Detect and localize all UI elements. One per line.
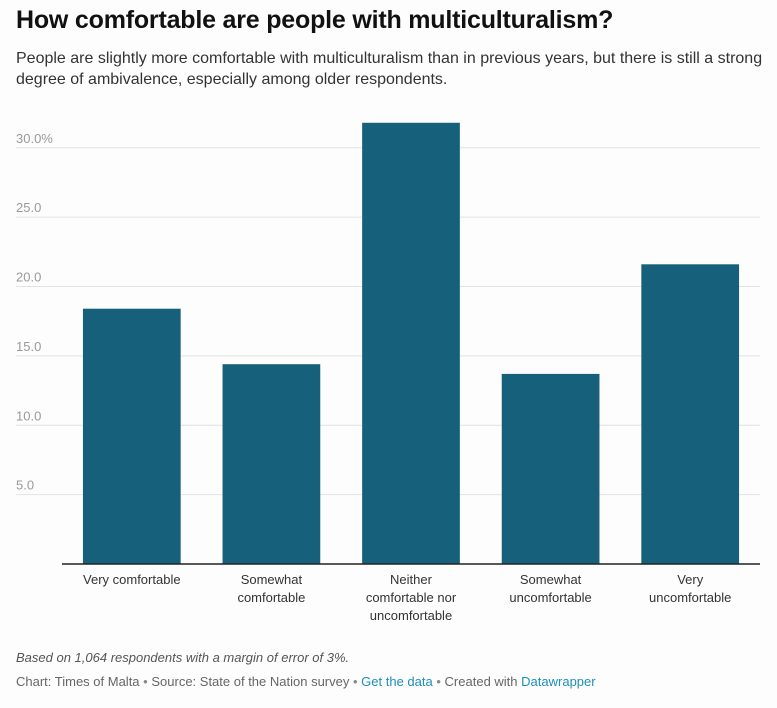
x-tick-label-line: Somewhat [241,572,303,587]
x-tick-label: Very uncomfortable [649,572,731,605]
footer-separator: • [352,674,358,689]
x-axis-labels: Very comfortable Somewhat comfortable Neith… [83,572,731,623]
bar[interactable] [362,122,460,565]
x-tick-label-line: Very [677,572,704,587]
x-tick-label-line: comfortable nor [366,590,457,605]
bar-chart: 5.0 10.0 15.0 20.0 25.0 30.0% Very comfortabl… [16,122,760,623]
bar[interactable] [641,264,740,564]
x-tick-label: Somewhat comfortable [237,572,305,605]
footer-separator: • [143,674,148,689]
y-tick-label: 25.0 [16,200,41,215]
x-tick-label: Neither comfortable nor uncomfortable [366,572,457,623]
chart-subtitle: People are slightly more comfortable wit… [16,50,763,88]
x-tick-label-line: comfortable [237,590,305,605]
y-tick-label: 15.0 [16,339,41,354]
y-tick-label: 30.0% [16,131,53,146]
bar[interactable] [501,373,600,564]
chart-note: Based on 1,064 respondents with a margin… [16,650,350,665]
x-tick-label-line: Somewhat [520,572,582,587]
page-title: How comfortable are people with multicul… [16,6,614,34]
x-tick-label-line: uncomfortable [509,590,591,605]
y-tick-label: 20.0 [16,270,41,285]
chart-footer: Chart: Times of Malta • Source: State of… [16,674,596,689]
x-tick-label-line: Neither [390,572,433,587]
source-text: Source: State of the Nation survey [151,674,350,689]
x-tick-label-line: Very comfortable [83,572,181,587]
y-tick-label: 10.0 [16,408,41,423]
y-axis-ticks: 5.0 10.0 15.0 20.0 25.0 30.0% [16,131,53,493]
x-tick-label: Somewhat uncomfortable [509,572,591,605]
x-tick-label-line: uncomfortable [370,608,452,623]
y-tick-label: 5.0 [16,478,34,493]
created-with-text: Created with [444,674,518,689]
x-tick-label-line: uncomfortable [649,590,731,605]
x-tick-label: Very comfortable [83,572,181,587]
bar[interactable] [82,308,181,564]
footer-separator: • [436,674,441,689]
bars [82,122,740,565]
get-data-link[interactable]: Get the data [361,674,433,689]
datawrapper-link[interactable]: Datawrapper [521,674,596,689]
bar[interactable] [222,364,321,564]
credit-text: Chart: Times of Malta [16,674,140,689]
